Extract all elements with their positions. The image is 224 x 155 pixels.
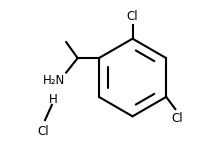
Text: Cl: Cl bbox=[127, 10, 138, 23]
Text: H₂N: H₂N bbox=[42, 74, 65, 87]
Text: Cl: Cl bbox=[171, 112, 183, 125]
Text: H: H bbox=[49, 93, 58, 106]
Text: Cl: Cl bbox=[38, 125, 49, 138]
